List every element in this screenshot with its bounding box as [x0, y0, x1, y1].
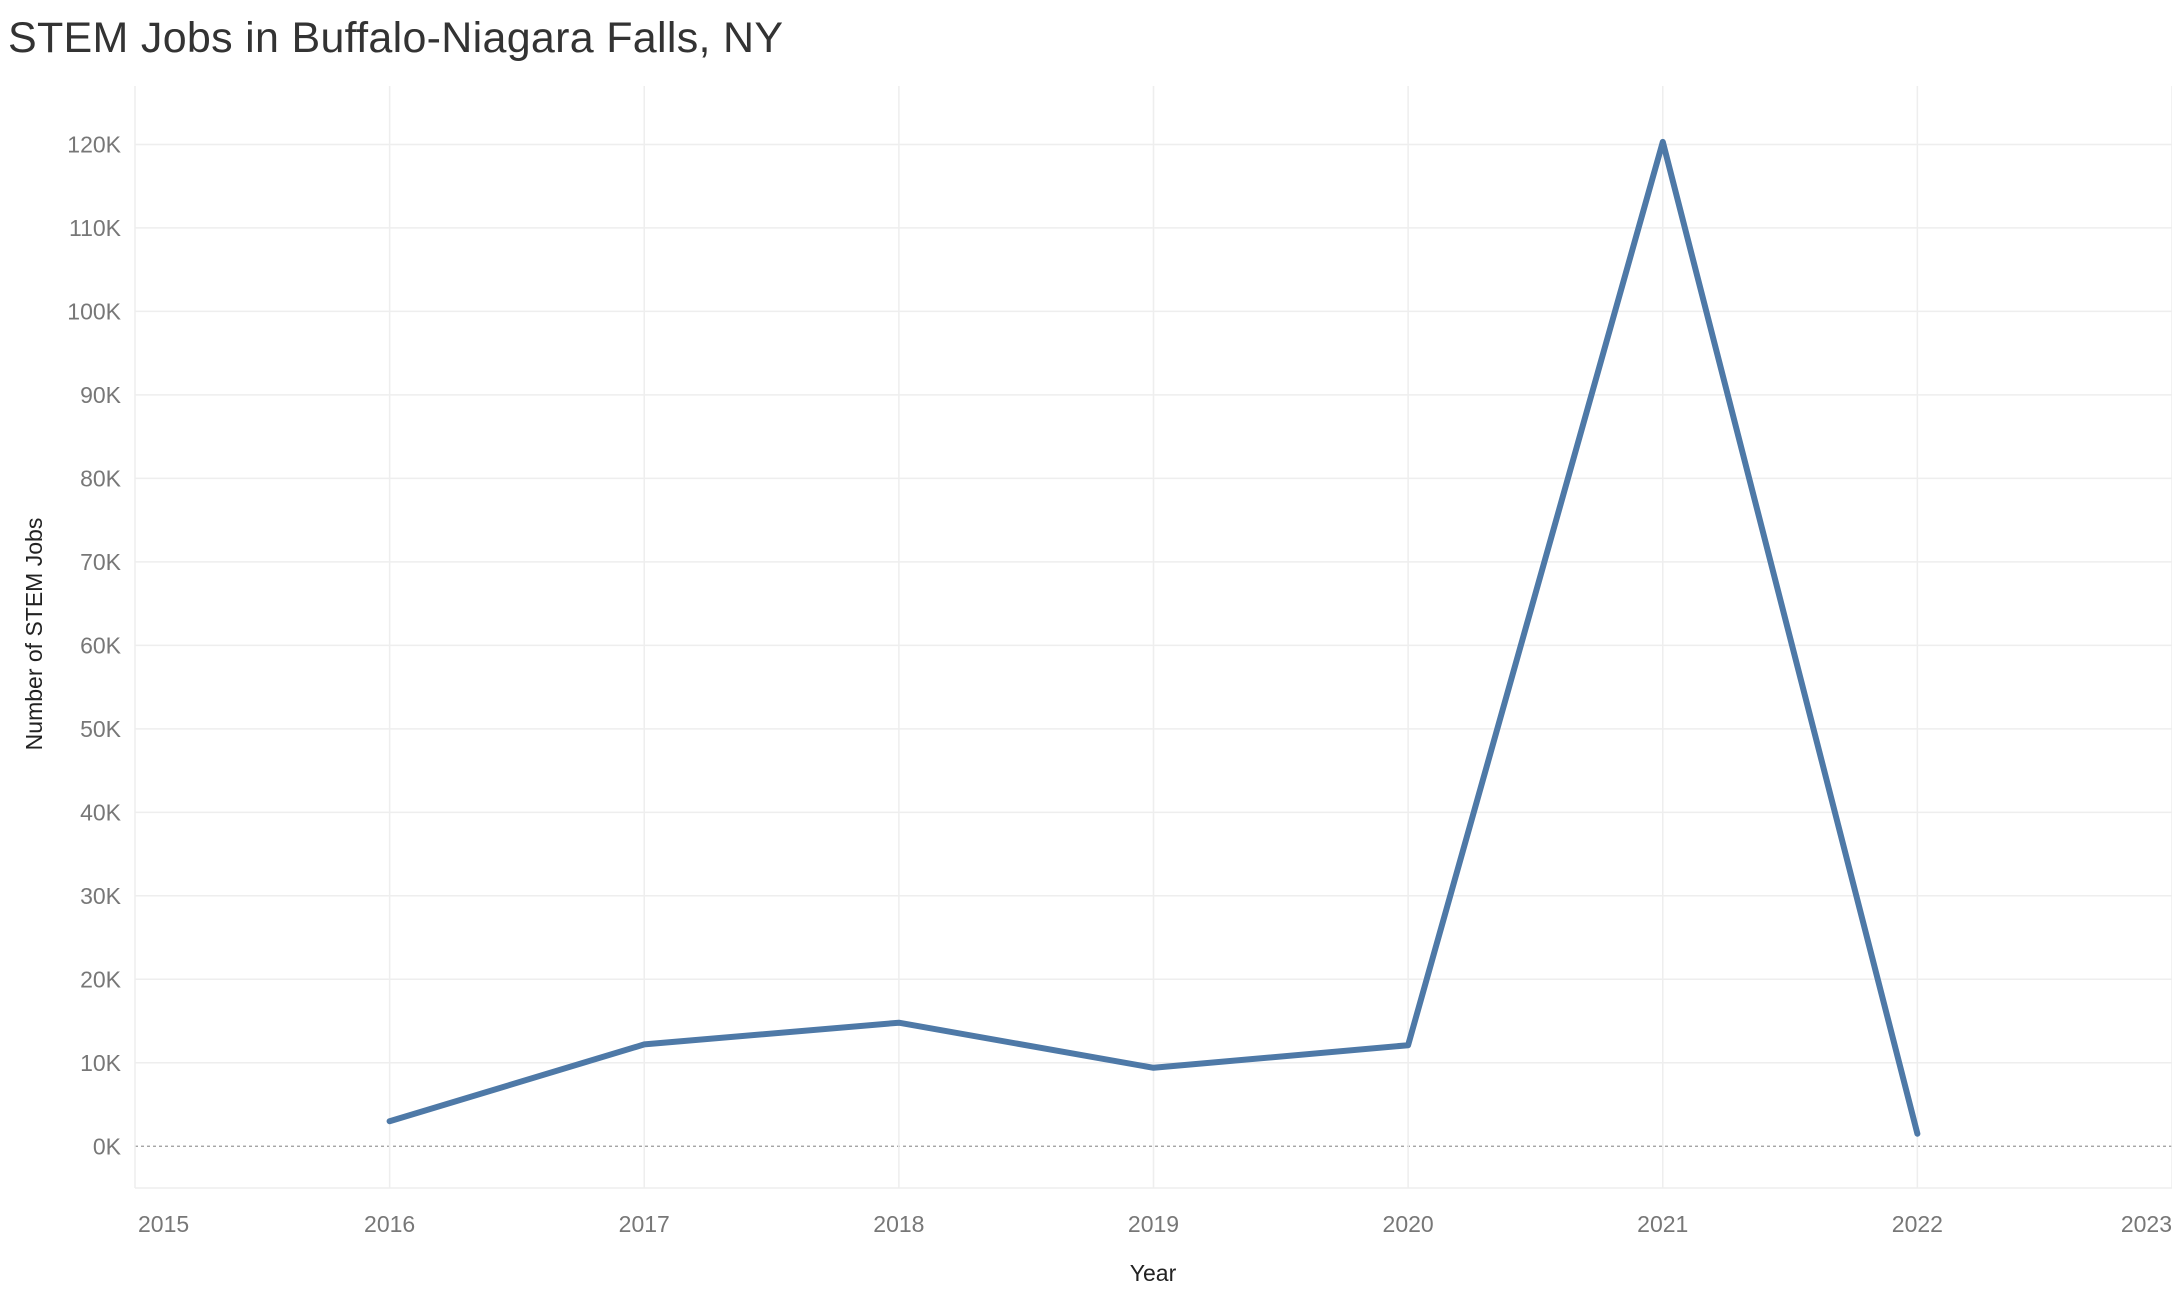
y-tick-label: 50K [80, 716, 122, 742]
x-tick-label: 2017 [619, 1211, 670, 1237]
series-line [386, 138, 1921, 1137]
x-tick-label: 2022 [1892, 1211, 1943, 1237]
x-axis-title: Year [1130, 1260, 1177, 1286]
y-tick-label: 70K [80, 549, 122, 575]
y-tick-label: 20K [80, 966, 122, 992]
y-axis-title: Number of STEM Jobs [21, 518, 47, 751]
y-tick-label: 80K [80, 465, 122, 491]
y-tick-label: 0K [93, 1133, 122, 1159]
x-tick-label: 2021 [1637, 1211, 1688, 1237]
chart-title: STEM Jobs in Buffalo-Niagara Falls, NY [8, 14, 784, 62]
y-tick-label: 40K [80, 799, 122, 825]
y-tick-label: 10K [80, 1050, 122, 1076]
y-tick-label: 30K [80, 883, 122, 909]
y-tick-label: 60K [80, 632, 122, 658]
grid [134, 86, 2172, 1189]
y-tick-label: 100K [67, 298, 121, 324]
series-layer [386, 138, 1921, 1137]
x-axis-ticks: 2015 2016 2017 2018 2019 2020 2021 2022 2023 [138, 1211, 2172, 1237]
y-tick-label: 120K [67, 131, 121, 157]
x-tick-label: 2023 [2121, 1211, 2172, 1237]
x-tick-label: 2018 [873, 1211, 924, 1237]
x-tick-label: 2019 [1128, 1211, 1179, 1237]
y-tick-label: 110K [69, 215, 122, 241]
y-axis-ticks: 0K 10K 20K 30K 40K 50K 60K 70K 80K 90K 100K 110K 120… [67, 131, 121, 1159]
x-tick-label: 2020 [1383, 1211, 1434, 1237]
y-tick-label: 90K [80, 382, 122, 408]
x-tick-label: 2015 [138, 1211, 189, 1237]
x-tick-label: 2016 [364, 1211, 415, 1237]
